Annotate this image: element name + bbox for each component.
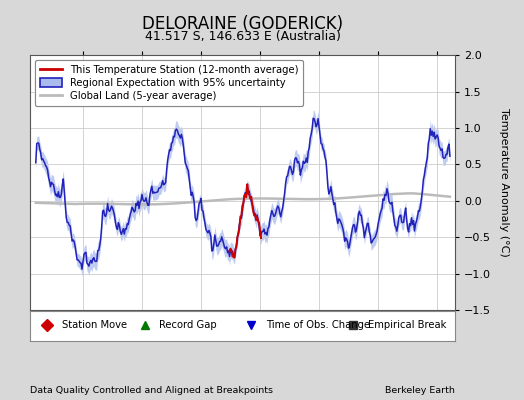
Text: Data Quality Controlled and Aligned at Breakpoints: Data Quality Controlled and Aligned at B… bbox=[30, 386, 273, 395]
Legend: This Temperature Station (12-month average), Regional Expectation with 95% uncer: This Temperature Station (12-month avera… bbox=[35, 60, 303, 106]
Text: Berkeley Earth: Berkeley Earth bbox=[385, 386, 455, 395]
Text: DELORAINE (GODERICK): DELORAINE (GODERICK) bbox=[142, 15, 343, 33]
Text: Time of Obs. Change: Time of Obs. Change bbox=[266, 320, 370, 330]
Y-axis label: Temperature Anomaly (°C): Temperature Anomaly (°C) bbox=[499, 108, 509, 257]
Text: Empirical Break: Empirical Break bbox=[368, 320, 446, 330]
Text: Station Move: Station Move bbox=[62, 320, 127, 330]
Text: Record Gap: Record Gap bbox=[159, 320, 217, 330]
Text: 41.517 S, 146.633 E (Australia): 41.517 S, 146.633 E (Australia) bbox=[145, 30, 341, 43]
